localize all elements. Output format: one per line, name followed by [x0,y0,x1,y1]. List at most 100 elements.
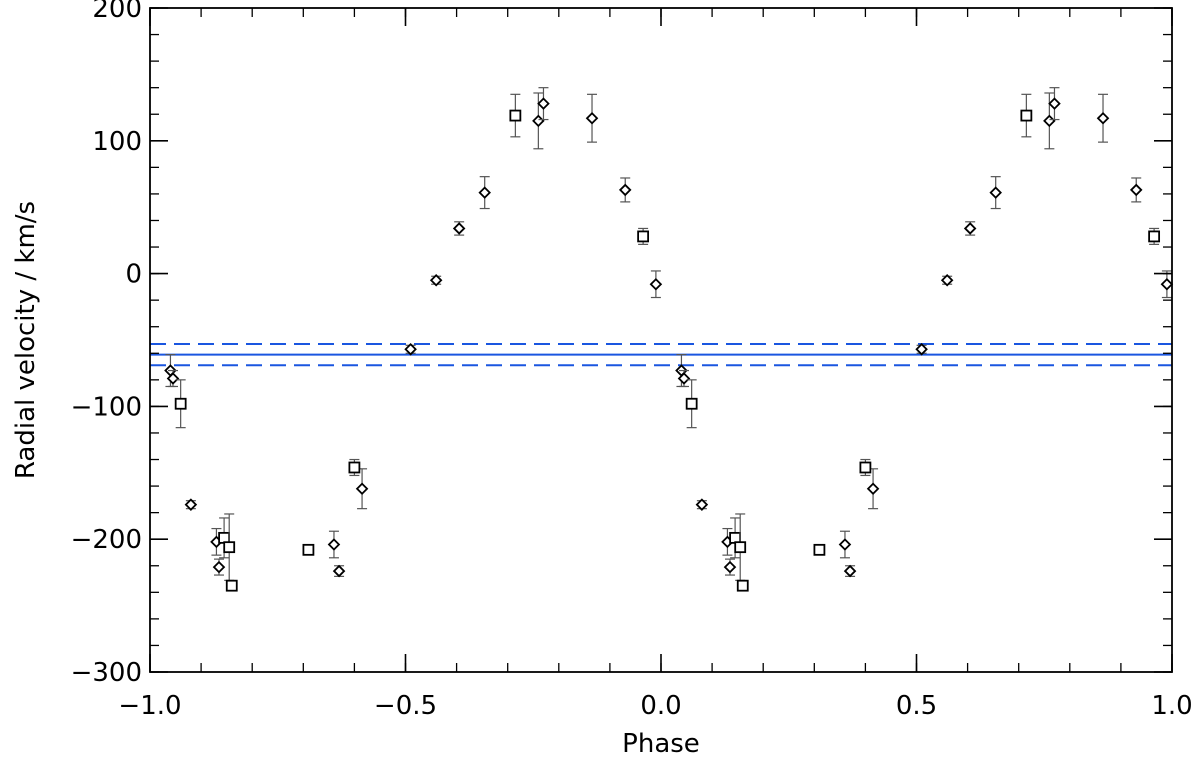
diamond-marker [723,560,737,574]
data-point-diamond [332,564,346,578]
reference-lines [150,342,1172,367]
data-point-square [223,513,236,581]
square-marker [685,397,698,410]
plot-frame [149,7,1173,673]
diamond-marker [1129,183,1143,197]
x-axis-label: Phase [622,729,700,759]
tick-labels: −1.0 −0.5 0.0 0.5 1.0 −300 −200 −100 0 100 200 [71,0,1193,721]
diamond-marker [963,222,977,235]
diamond-marker [404,343,417,356]
diamond-marker [1096,111,1110,125]
diamond-marker [166,372,180,385]
data-point-square [1148,227,1161,245]
data-point-diamond [989,176,1002,210]
data-point-square [509,93,522,138]
diamond-marker [915,343,928,356]
data-point-square [637,227,650,245]
square-marker [1148,230,1161,243]
y-tick-label: −300 [71,658,142,688]
data-point-diamond [838,530,852,559]
y-tick-label: −100 [71,392,142,422]
diamond-marker [532,114,545,128]
data-point-diamond [1160,270,1174,299]
square-marker [348,461,361,474]
diamond-marker [537,97,550,110]
data-point-diamond [1129,177,1143,203]
square-marker [223,541,236,554]
y-axis-label: Radial velocity / km/s [11,201,41,479]
diamond-marker [332,564,346,578]
diamond-marker [1160,277,1174,291]
data-point-diamond [355,468,369,510]
data-point-diamond [478,176,491,210]
y-tick-label: 200 [92,0,142,24]
x-tick-label: 0.5 [896,691,937,721]
diamond-marker [989,186,1002,199]
square-marker [1020,109,1033,122]
square-marker [734,541,747,554]
diamond-marker [585,111,599,125]
axis-ticks [149,7,1173,673]
square-marker [174,397,187,410]
data-point-square [348,458,361,477]
diamond-marker [618,183,632,197]
data-point-diamond [677,369,691,388]
square-marker [859,461,872,474]
data-point-square [859,458,872,477]
data-point-diamond [649,270,663,299]
square-marker [302,543,315,556]
diamond-marker [1043,114,1056,128]
data-point-square [736,579,749,592]
data-point-diamond [723,558,737,576]
data-point-diamond [537,87,550,121]
diamond-marker [838,538,852,551]
data-point-diamond [1043,92,1056,150]
data-points [164,87,1174,592]
data-point-square [174,379,187,429]
data-point-diamond [618,177,632,203]
diamond-marker [478,186,491,199]
data-point-diamond [695,498,709,511]
data-point-diamond [866,468,880,510]
data-point-diamond [843,564,857,578]
data-point-diamond [429,273,443,287]
square-marker [509,109,522,122]
data-point-diamond [166,369,180,388]
data-point-square [734,513,747,581]
diamond-marker [866,482,880,496]
diamond-marker [355,482,369,496]
data-point-diamond [940,273,954,287]
diamond-marker [677,372,691,385]
y-tick-label: 100 [92,127,142,157]
diamond-marker [940,273,954,287]
diamond-marker [1048,97,1061,110]
data-point-diamond [1048,87,1061,121]
diamond-marker [649,277,663,291]
data-point-square [225,579,238,592]
data-point-square [685,379,698,429]
y-tick-label: −200 [71,525,142,555]
square-marker [225,579,238,592]
diamond-marker [327,538,341,551]
data-point-square [813,543,826,556]
data-point-diamond [212,558,226,576]
data-point-diamond [1096,93,1110,143]
data-point-diamond [585,93,599,143]
square-marker [813,543,826,556]
diamond-marker [212,560,226,574]
x-tick-label: −0.5 [374,691,437,721]
data-point-square [1020,93,1033,138]
diamond-marker [429,273,443,287]
data-point-square [302,543,315,556]
data-point-diamond [404,343,417,356]
diamond-marker [452,222,466,235]
data-point-diamond [184,498,198,511]
x-tick-label: −1.0 [118,691,181,721]
data-point-diamond [963,221,977,236]
diamond-marker [695,498,709,511]
data-point-diamond [327,530,341,559]
square-marker [736,579,749,592]
x-tick-label: 0.0 [640,691,681,721]
square-marker [637,230,650,243]
data-point-diamond [915,343,928,356]
